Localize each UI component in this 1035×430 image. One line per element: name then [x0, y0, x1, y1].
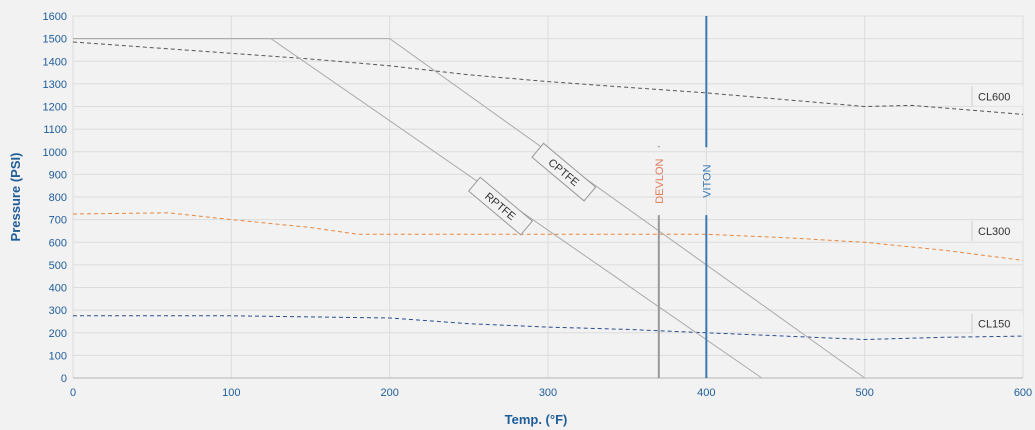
annotation-label: CL150: [978, 319, 1010, 331]
y-tick-label: 800: [49, 192, 67, 204]
grid: [72, 15, 1024, 379]
annotation-box: [972, 220, 1023, 241]
series-line-cl600: [72, 41, 1024, 115]
x-axis-title: Temp. (°F): [505, 412, 568, 427]
x-tick-label: 600: [1014, 387, 1032, 399]
y-tick-label: 1600: [43, 11, 67, 23]
series-line-cl300: [72, 212, 1024, 261]
y-tick-label: 200: [49, 328, 67, 340]
marker-label-viton: VITON: [701, 164, 713, 197]
y-tick-label: 500: [49, 260, 67, 272]
annotation-label: CL300: [978, 226, 1010, 238]
annotation-cl600: CL600: [971, 86, 1023, 107]
annotation-box: [467, 176, 534, 236]
x-tick-label: 300: [539, 387, 557, 399]
x-tick-label: 100: [222, 387, 240, 399]
vertical-markers: DEVLON VITON: [654, 16, 713, 378]
annotation-box: [531, 142, 597, 202]
x-tick-label: 500: [855, 387, 873, 399]
y-tick-label: 1200: [43, 102, 67, 114]
y-tick-label: 1300: [43, 79, 67, 91]
annotation-label: CL600: [978, 91, 1010, 103]
marker-label-devlon: DEVLON: [654, 158, 666, 203]
y-tick-label: 1400: [43, 56, 67, 68]
x-tick-label: 0: [70, 387, 76, 399]
y-tick-label: 700: [49, 215, 67, 227]
y-tick-label: 300: [49, 305, 67, 317]
annotation-cl300: CL300: [971, 220, 1023, 241]
y-tick-label: 1000: [43, 147, 67, 159]
y-tick-label: 400: [49, 283, 67, 295]
y-tick-label: 0: [61, 373, 67, 385]
series-line-cl150: [73, 315, 1024, 341]
y-tick-label: 100: [49, 350, 67, 362]
series-lines: [72, 38, 1024, 379]
y-tick-label: 900: [49, 169, 67, 181]
annotation-box: [972, 86, 1023, 107]
y-tick-label: 1500: [43, 34, 67, 46]
tick-labels: 0100200300400500600700800900100011001200…: [43, 11, 1033, 399]
x-tick-label: 200: [380, 387, 398, 399]
y-tick-label: 1100: [43, 124, 67, 136]
y-tick-label: 600: [49, 237, 67, 249]
x-tick-label: 400: [697, 387, 715, 399]
y-axis-title: Pressure (PSI): [8, 153, 23, 242]
annotation-cl150: CL150: [971, 313, 1023, 334]
annotation-box: [972, 313, 1023, 334]
